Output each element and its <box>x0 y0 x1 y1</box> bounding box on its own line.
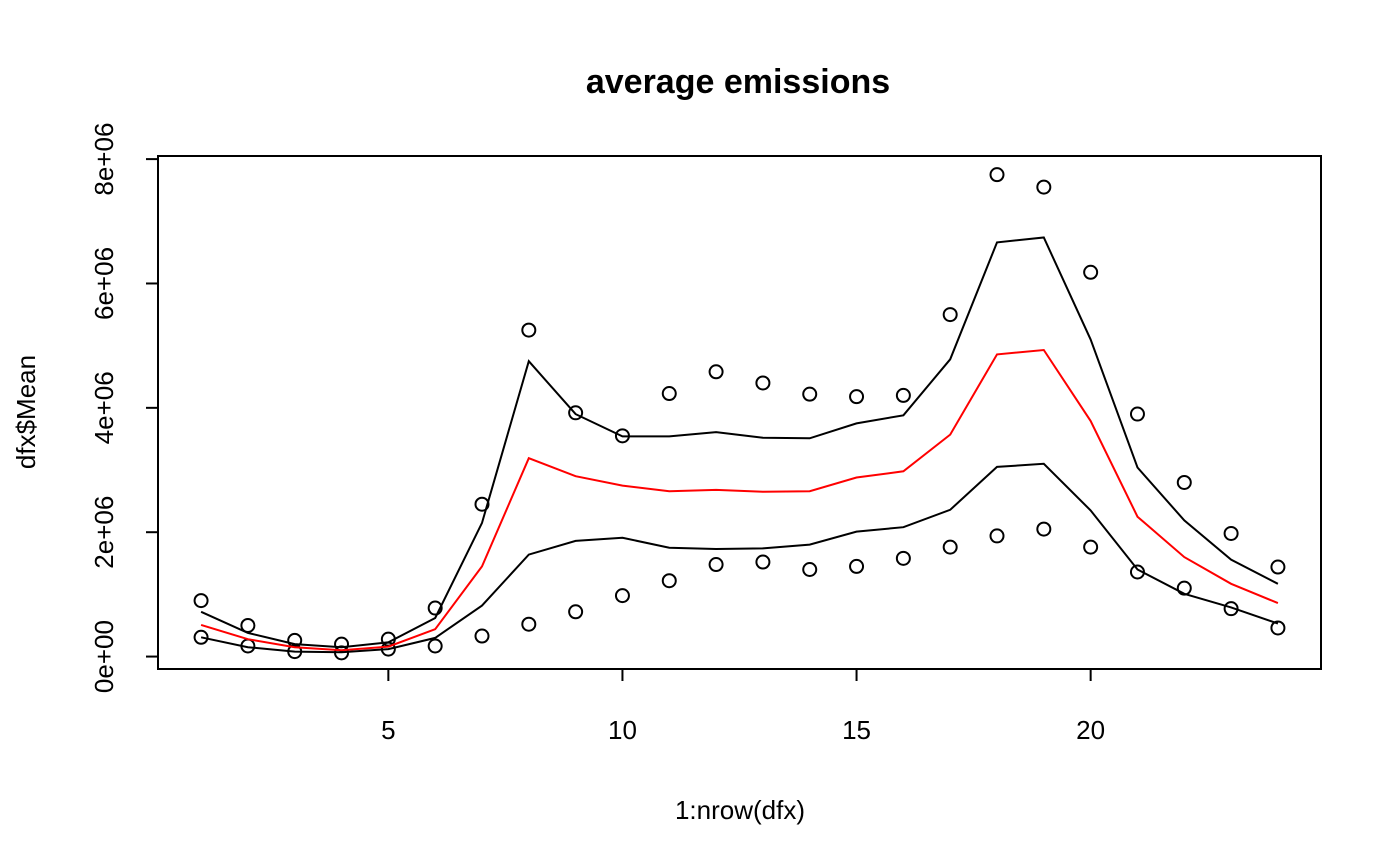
series-line <box>200 236 1279 649</box>
data-point <box>1036 179 1052 195</box>
series-line <box>200 348 1279 652</box>
x-tick-label: 20 <box>1076 715 1105 745</box>
y-tick-label: 8e+06 <box>89 123 119 196</box>
x-tick-label: 5 <box>381 715 395 745</box>
data-point <box>1083 264 1099 280</box>
data-point <box>802 562 818 578</box>
data-point <box>614 588 630 604</box>
data-point <box>942 539 958 555</box>
data-point <box>474 496 490 512</box>
data-point <box>474 628 490 644</box>
data-point <box>1270 620 1286 636</box>
data-point <box>568 604 584 620</box>
plot-frame <box>157 155 1322 670</box>
data-point <box>661 573 677 589</box>
data-point <box>755 554 771 570</box>
data-point <box>193 629 209 645</box>
data-point <box>1223 525 1239 541</box>
y-axis-label: dfx$Mean <box>11 355 41 469</box>
data-point <box>942 307 958 323</box>
y-tick-label: 6e+06 <box>89 247 119 320</box>
x-tick-label: 15 <box>842 715 871 745</box>
y-axis: 0e+00 2e+06 4e+06 6e+06 8e+06 <box>89 123 159 693</box>
series-line <box>200 462 1279 654</box>
x-axis-label: 1:nrow(dfx) <box>675 795 805 825</box>
data-point <box>755 375 771 391</box>
data-point <box>521 322 537 338</box>
data-point <box>1129 406 1145 422</box>
data-point <box>521 616 537 632</box>
data-point <box>1036 521 1052 537</box>
y-tick-label: 2e+06 <box>89 496 119 569</box>
x-axis: 5 10 15 20 <box>381 668 1105 745</box>
chart-title: average emissions <box>586 63 890 101</box>
data-point <box>661 386 677 402</box>
y-tick-label: 0e+00 <box>89 620 119 693</box>
data-point <box>895 550 911 566</box>
y-tick-label: 4e+06 <box>89 371 119 444</box>
data-point <box>895 387 911 403</box>
x-tick-label: 10 <box>608 715 637 745</box>
data-point <box>193 593 209 609</box>
data-point <box>568 405 584 421</box>
data-point <box>1270 559 1286 575</box>
data-point <box>849 558 865 574</box>
data-point <box>708 364 724 380</box>
data-point <box>989 528 1005 544</box>
data-point <box>1083 539 1099 555</box>
data-point <box>802 386 818 402</box>
series-layer <box>193 167 1286 661</box>
data-point <box>708 557 724 573</box>
data-point <box>427 600 443 616</box>
data-point <box>849 389 865 405</box>
data-point <box>989 167 1005 183</box>
data-point <box>1176 474 1192 490</box>
data-point <box>427 638 443 654</box>
